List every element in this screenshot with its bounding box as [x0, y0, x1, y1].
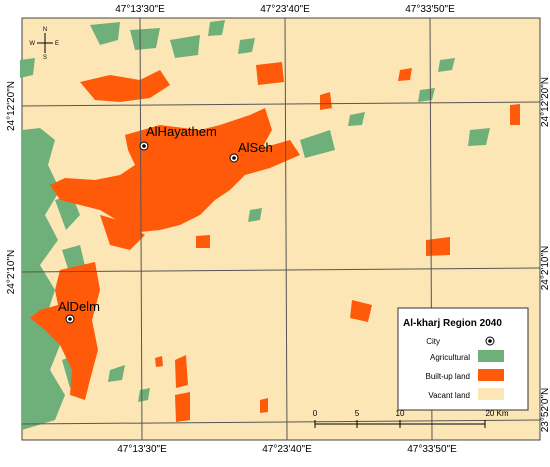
city-label: AlHayathem [146, 124, 217, 139]
city-dot [142, 144, 146, 148]
coord-label: 47°33'50"E [405, 4, 455, 15]
legend-title: Al-kharj Region 2040 [403, 318, 502, 329]
legend-swatch [478, 369, 504, 381]
legend-label: Agricultural [430, 353, 470, 362]
grid-line [139, 17, 143, 441]
coord-label: 47°33'50"E [407, 444, 457, 455]
city-dot [68, 317, 72, 321]
cities: AlHayathem AlSeh AlDelm [58, 124, 273, 324]
south-label: S [43, 55, 47, 61]
grid-line [21, 101, 541, 107]
east-label: E [55, 41, 59, 47]
scale-label: 10 [396, 409, 405, 418]
scale-label: 5 [355, 409, 360, 418]
legend-label: Vacant land [428, 391, 470, 400]
city-label: AlDelm [58, 299, 100, 314]
coord-label: 47°23'40"E [260, 4, 310, 15]
legend: Al-kharj Region 2040 City Agricultural B… [397, 307, 529, 411]
coord-label: 47°13'30"E [115, 4, 165, 15]
scale-bar: 0 5 10 20 Km [313, 409, 509, 428]
legend-label: Built-up land [426, 372, 470, 381]
grid-line [21, 419, 541, 425]
coord-bottom: 47°13'30"E 47°23'40"E 47°33'50"E [117, 444, 457, 455]
north-label: N [43, 27, 47, 33]
legend-city-dot [488, 339, 492, 343]
west-label: W [29, 41, 35, 47]
city-label: AlSeh [238, 140, 273, 155]
legend-label: City [426, 337, 440, 346]
scale-label: 20 Km [485, 409, 508, 418]
north-arrow: N S W E [29, 27, 59, 61]
coord-label: 24°12'20"N [6, 81, 17, 131]
coord-label: 47°23'40"E [262, 444, 312, 455]
legend-swatch [478, 388, 504, 400]
coord-right: 24°12'20"N 24°2'10"N 23°52'0"N [540, 77, 550, 432]
city-dot [232, 156, 236, 160]
scale-label: 0 [313, 409, 318, 418]
grid-line [21, 267, 541, 273]
coord-left: 24°12'20"N 24°2'10"N [6, 81, 17, 294]
coord-label: 47°13'30"E [117, 444, 167, 455]
built-up-land [30, 62, 520, 422]
grid-line [284, 17, 288, 441]
coord-label: 24°2'10"N [6, 250, 17, 295]
coord-top: 47°13'30"E 47°23'40"E 47°33'50"E [115, 4, 455, 15]
coord-label: 24°12'20"N [540, 77, 550, 127]
legend-swatch [478, 350, 504, 362]
coord-label: 24°2'10"N [540, 246, 550, 291]
coord-label: 23°52'0"N [540, 388, 550, 433]
legend-box [397, 307, 529, 411]
